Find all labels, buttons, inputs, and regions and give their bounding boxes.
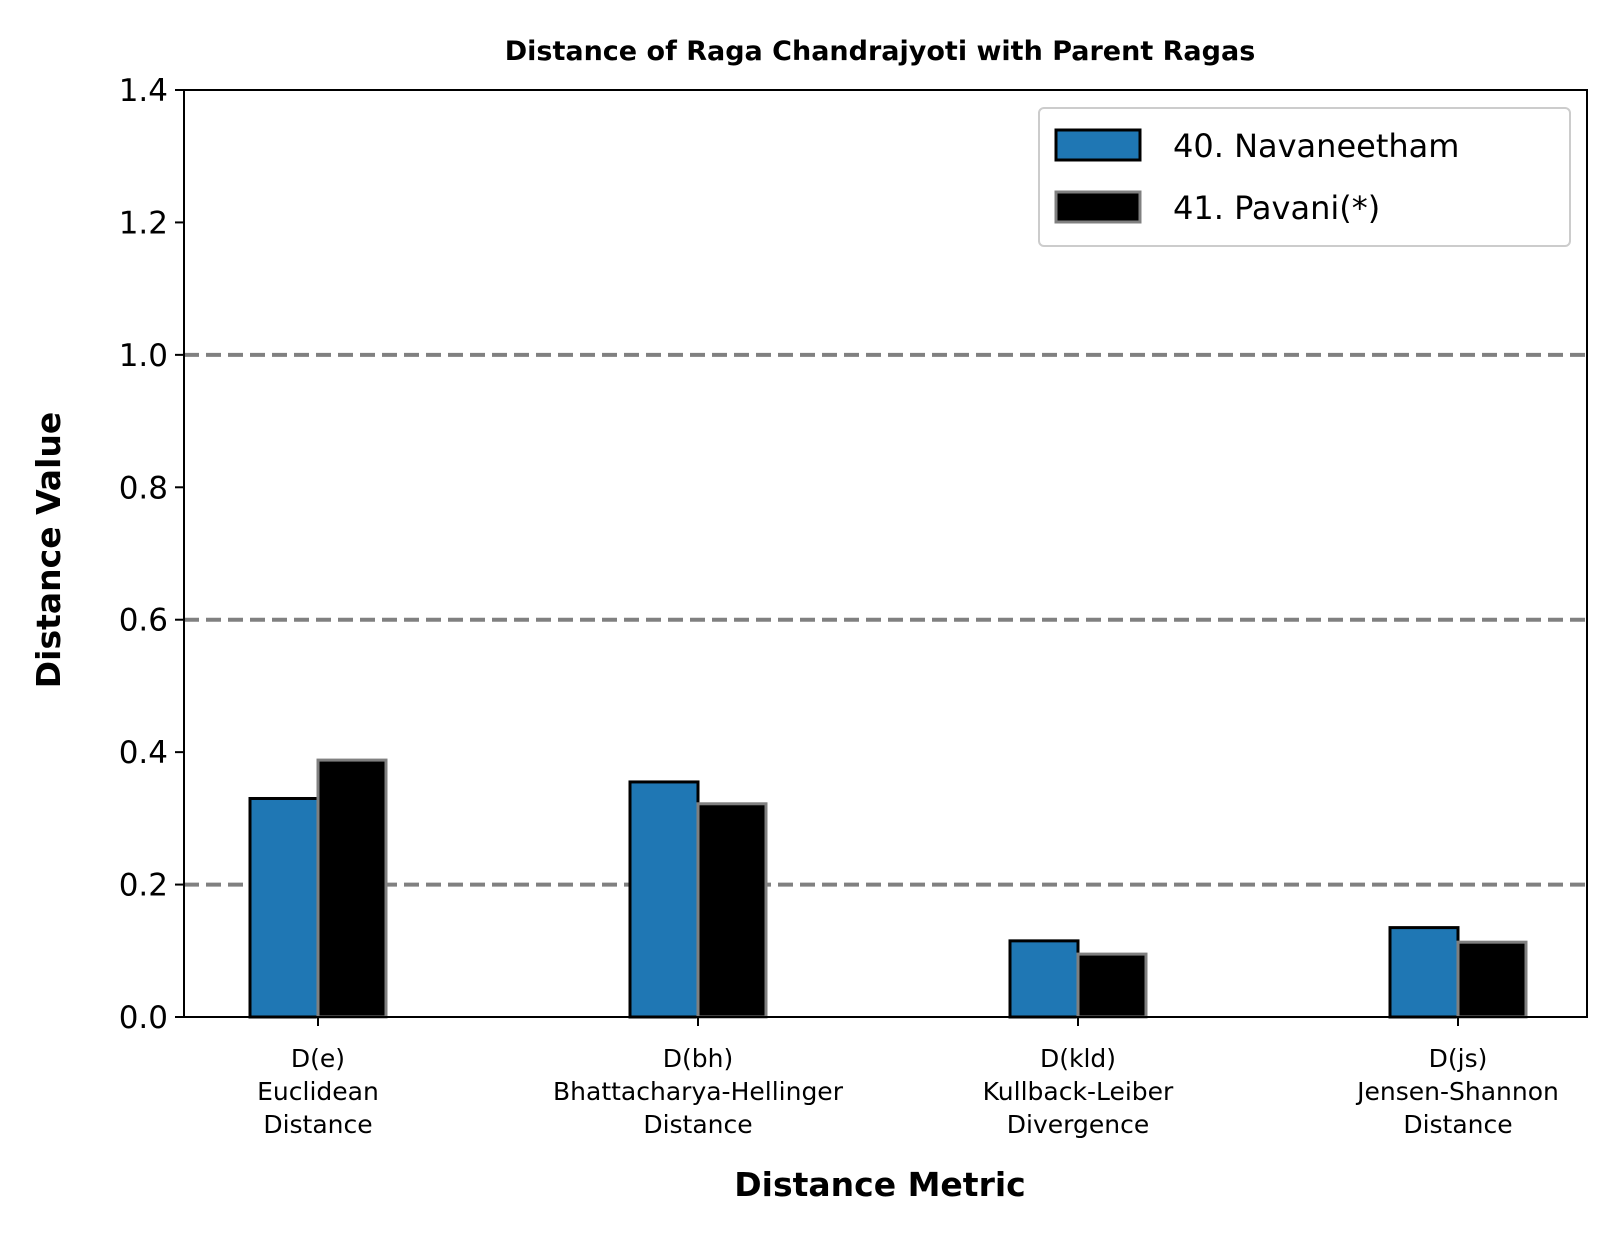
y-tick-label: 1.4 bbox=[119, 73, 168, 109]
bar bbox=[1076, 952, 1148, 1019]
bar bbox=[628, 780, 700, 1019]
reference-lines bbox=[184, 352, 1587, 887]
plot-frame bbox=[183, 89, 1588, 1018]
x-axis-label: Distance Metric bbox=[734, 1165, 1025, 1204]
bar bbox=[696, 802, 768, 1019]
bar bbox=[1388, 926, 1460, 1019]
y-tick-label: 0.6 bbox=[119, 603, 168, 639]
x-tick-label: D(bh) Bhattacharya-Hellinger Distance bbox=[553, 1044, 844, 1139]
bar bbox=[1008, 939, 1080, 1019]
bar bbox=[248, 796, 320, 1019]
y-tick-label: 0.2 bbox=[119, 868, 168, 904]
x-tick-label: D(js) Jensen-Shannon Distance bbox=[1355, 1044, 1559, 1139]
x-tick-label: D(e) Euclidean Distance bbox=[257, 1044, 379, 1139]
legend-label: 40. Navaneetham bbox=[1173, 127, 1459, 165]
y-axis-ticks: 0.0 0.2 0.4 0.6 0.8 1.0 1.2 1.4 bbox=[119, 73, 184, 1036]
y-tick-label: 1.0 bbox=[119, 338, 168, 374]
bar bbox=[316, 758, 388, 1019]
y-tick-label: 0.0 bbox=[119, 1000, 168, 1036]
x-tick-label: D(kld) Kullback-Leiber Divergence bbox=[983, 1044, 1174, 1139]
y-axis-label: Distance Value bbox=[29, 412, 68, 689]
legend: 40. Navaneetham 41. Pavani(*) bbox=[1038, 107, 1571, 247]
y-tick-label: 1.2 bbox=[119, 205, 168, 241]
legend-box bbox=[1038, 107, 1571, 247]
chart-title: Distance of Raga Chandrajyoti with Paren… bbox=[505, 36, 1256, 67]
legend-swatch bbox=[1054, 128, 1142, 162]
bar bbox=[1456, 940, 1528, 1019]
x-axis-ticks: D(e) Euclidean Distance D(bh) Bhattacharya-H… bbox=[257, 1017, 1559, 1139]
legend-swatch bbox=[1054, 190, 1142, 224]
legend-label: 41. Pavani(*) bbox=[1173, 189, 1380, 227]
y-tick-label: 0.8 bbox=[119, 470, 168, 506]
y-tick-label: 0.4 bbox=[119, 735, 168, 771]
bars bbox=[248, 758, 1528, 1019]
